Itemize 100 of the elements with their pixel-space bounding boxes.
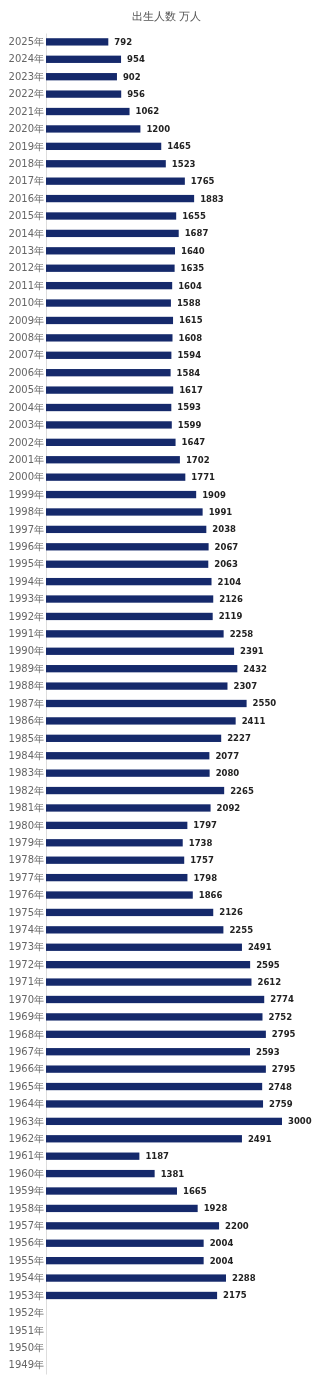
- bar: [46, 839, 183, 847]
- data-label: 2126: [219, 907, 243, 918]
- bar: [46, 55, 122, 63]
- bar: [46, 1013, 263, 1021]
- bar: [46, 456, 180, 464]
- y-tick-label: 1989年: [8, 662, 44, 674]
- bar: [46, 961, 251, 969]
- data-label: 1604: [178, 280, 202, 291]
- y-tick-label: 1994年: [8, 575, 44, 587]
- bar: [46, 560, 209, 568]
- data-label: 2491: [247, 942, 272, 953]
- data-label: 2774: [270, 994, 294, 1005]
- y-tick-label: 1978年: [8, 854, 44, 866]
- y-tick-label: 2019年: [8, 140, 44, 152]
- bar: [46, 73, 117, 81]
- y-tick-label: 1972年: [8, 958, 44, 970]
- data-label: 2092: [216, 802, 241, 813]
- data-label: 2258: [229, 628, 254, 639]
- y-tick-label: 1949年: [8, 1359, 44, 1371]
- bar: [46, 264, 175, 272]
- y-tick-label: 2011年: [8, 279, 44, 291]
- data-label: 1615: [179, 315, 203, 326]
- data-label: 2288: [231, 1273, 256, 1284]
- y-tick-label: 1955年: [8, 1254, 44, 1266]
- bar: [46, 1030, 266, 1038]
- bar: [46, 734, 222, 742]
- y-tick-label: 1974年: [8, 924, 44, 936]
- y-tick-label: 2008年: [8, 332, 44, 344]
- bar: [46, 577, 212, 586]
- bar: [46, 194, 195, 203]
- y-tick-label: 2021年: [8, 105, 44, 117]
- data-label: 1187: [145, 1151, 170, 1162]
- bar: [46, 247, 176, 255]
- y-tick-label: 1980年: [8, 819, 44, 831]
- data-label: 2759: [269, 1098, 293, 1109]
- bar: [46, 769, 210, 777]
- y-tick-label: 2020年: [8, 123, 44, 135]
- bar: [46, 786, 225, 795]
- y-tick-label: 2010年: [8, 297, 44, 309]
- data-label: 2491: [247, 1133, 272, 1144]
- y-tick-label: 1968年: [8, 1028, 44, 1040]
- y-tick-label: 1956年: [8, 1237, 44, 1249]
- y-tick-label: 1953年: [8, 1289, 44, 1301]
- bar: [46, 804, 211, 812]
- y-tick-label: 1965年: [8, 1080, 44, 1092]
- y-tick-label: 1954年: [8, 1272, 44, 1284]
- y-tick-label: 1983年: [8, 767, 44, 779]
- y-tick-label: 1997年: [8, 523, 44, 535]
- y-tick-label: 2005年: [8, 384, 44, 396]
- data-label: 1738: [188, 837, 213, 848]
- y-tick-label: 1977年: [8, 871, 44, 883]
- y-tick-label: 1963年: [8, 1115, 44, 1127]
- data-label: 2038: [212, 524, 237, 535]
- bar: [46, 142, 162, 150]
- data-label: 1928: [203, 1203, 228, 1214]
- y-tick-label: 1973年: [8, 941, 44, 953]
- bar: [46, 473, 186, 481]
- data-label: 2307: [233, 681, 258, 692]
- y-tick-label: 2003年: [8, 419, 44, 431]
- data-label: 2004: [209, 1255, 234, 1266]
- data-label: 1200: [146, 123, 171, 134]
- bar: [46, 630, 224, 638]
- bar: [46, 543, 209, 551]
- bar: [46, 1117, 282, 1126]
- bar: [46, 160, 166, 168]
- y-tick-label: 1971年: [8, 976, 44, 988]
- y-tick-label: 1951年: [8, 1324, 44, 1336]
- data-label: 902: [122, 71, 141, 82]
- bar: [46, 1274, 226, 1282]
- y-tick-label: 2022年: [8, 88, 44, 100]
- y-tick-label: 1950年: [8, 1341, 44, 1353]
- data-label: 1593: [177, 402, 202, 413]
- data-label: 2593: [255, 1046, 280, 1057]
- y-tick-label: 2002年: [8, 436, 44, 448]
- y-tick-label: 1958年: [8, 1202, 44, 1214]
- bar: [46, 595, 214, 603]
- bar: [46, 1135, 242, 1143]
- bar: [46, 351, 172, 359]
- y-tick-label: 1998年: [8, 506, 44, 518]
- bar: [46, 873, 188, 882]
- bar: [46, 995, 265, 1004]
- bar: [46, 1082, 263, 1091]
- bar: [46, 856, 185, 864]
- y-tick-label: 1995年: [8, 558, 44, 570]
- data-label: 1599: [177, 419, 202, 430]
- bar: [46, 212, 177, 220]
- y-tick-label: 2004年: [8, 401, 44, 413]
- data-label: 1655: [182, 210, 206, 221]
- bar: [46, 926, 224, 934]
- bar: [46, 1204, 198, 1213]
- bar: [46, 978, 252, 986]
- bar: [46, 891, 193, 899]
- data-label: 3000: [288, 1116, 312, 1127]
- bar: [46, 38, 109, 46]
- bar: [46, 908, 214, 917]
- bar: [46, 508, 203, 516]
- y-tick-label: 2015年: [8, 210, 44, 222]
- y-tick-label: 1988年: [8, 680, 44, 692]
- data-label: 1665: [182, 1185, 207, 1196]
- bar: [46, 90, 122, 98]
